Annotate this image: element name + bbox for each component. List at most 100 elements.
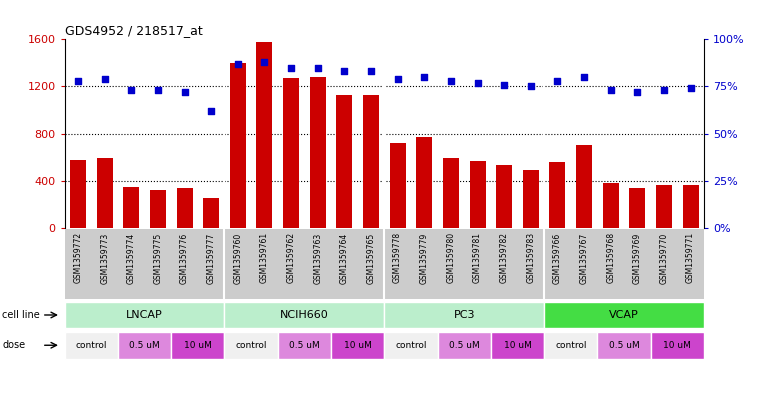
Bar xyxy=(656,185,672,228)
Bar xyxy=(603,183,619,228)
Bar xyxy=(384,332,438,358)
Text: GSM1359775: GSM1359775 xyxy=(154,232,162,283)
Bar xyxy=(549,162,565,228)
Text: control: control xyxy=(555,341,587,350)
Point xyxy=(338,68,350,75)
Point xyxy=(419,74,431,80)
Text: PC3: PC3 xyxy=(454,310,475,320)
Bar xyxy=(283,78,299,228)
Text: GSM1359763: GSM1359763 xyxy=(314,232,322,283)
Text: GSM1359771: GSM1359771 xyxy=(686,232,695,283)
Point xyxy=(604,87,616,94)
Text: 0.5 uM: 0.5 uM xyxy=(129,341,160,350)
Point xyxy=(444,78,457,84)
Point xyxy=(631,89,643,95)
Text: GSM1359766: GSM1359766 xyxy=(553,232,562,283)
Text: GSM1359776: GSM1359776 xyxy=(180,232,189,283)
Bar xyxy=(683,185,699,228)
Text: 10 uM: 10 uM xyxy=(664,341,691,350)
Point xyxy=(498,81,510,88)
Bar xyxy=(523,170,539,228)
Bar xyxy=(416,137,432,228)
Text: GSM1359780: GSM1359780 xyxy=(447,232,455,283)
Bar xyxy=(390,143,406,228)
Text: 0.5 uM: 0.5 uM xyxy=(449,341,479,350)
Bar xyxy=(224,332,278,358)
Bar xyxy=(97,158,113,228)
Text: 0.5 uM: 0.5 uM xyxy=(289,341,320,350)
Bar xyxy=(310,77,326,228)
Text: GSM1359772: GSM1359772 xyxy=(74,232,82,283)
Text: GSM1359768: GSM1359768 xyxy=(607,232,615,283)
Bar xyxy=(470,161,486,228)
Point xyxy=(178,89,190,95)
Text: 10 uM: 10 uM xyxy=(184,341,212,350)
Bar xyxy=(230,63,246,228)
Bar xyxy=(177,188,193,228)
Bar xyxy=(150,190,166,228)
Text: GSM1359762: GSM1359762 xyxy=(287,232,295,283)
Text: GSM1359761: GSM1359761 xyxy=(260,232,269,283)
Point xyxy=(205,108,218,114)
Bar xyxy=(256,42,272,228)
Text: dose: dose xyxy=(2,340,25,350)
Bar xyxy=(171,332,224,358)
Text: GSM1359779: GSM1359779 xyxy=(420,232,428,283)
Bar xyxy=(384,302,544,328)
Text: cell line: cell line xyxy=(2,310,40,320)
Bar xyxy=(443,158,459,228)
Text: 10 uM: 10 uM xyxy=(504,341,531,350)
Point xyxy=(471,79,484,86)
Bar xyxy=(576,145,592,228)
Bar xyxy=(336,95,352,228)
Point xyxy=(578,74,590,80)
Bar xyxy=(224,302,384,328)
Text: GSM1359769: GSM1359769 xyxy=(633,232,642,283)
Text: GSM1359765: GSM1359765 xyxy=(367,232,375,283)
Text: GSM1359777: GSM1359777 xyxy=(207,232,215,283)
Text: control: control xyxy=(395,341,427,350)
Text: VCAP: VCAP xyxy=(609,310,639,320)
Text: GSM1359782: GSM1359782 xyxy=(500,232,508,283)
Point xyxy=(151,87,164,94)
Point xyxy=(125,87,137,94)
Bar xyxy=(65,302,224,328)
Text: GSM1359773: GSM1359773 xyxy=(100,232,109,283)
Bar xyxy=(331,332,384,358)
Point xyxy=(258,59,271,65)
Bar xyxy=(544,302,704,328)
Text: NCIH660: NCIH660 xyxy=(280,310,329,320)
Point xyxy=(312,64,324,71)
Text: GSM1359781: GSM1359781 xyxy=(473,232,482,283)
Bar xyxy=(118,332,171,358)
Text: GSM1359774: GSM1359774 xyxy=(127,232,135,283)
Text: GSM1359760: GSM1359760 xyxy=(234,232,242,283)
Bar xyxy=(651,332,704,358)
Point xyxy=(684,85,696,92)
Point xyxy=(98,76,111,82)
Text: 0.5 uM: 0.5 uM xyxy=(609,341,639,350)
Text: GSM1359764: GSM1359764 xyxy=(340,232,349,283)
Point xyxy=(551,78,563,84)
Point xyxy=(391,76,403,82)
Point xyxy=(658,87,670,94)
Bar xyxy=(65,332,118,358)
Text: control: control xyxy=(75,341,107,350)
Bar xyxy=(597,332,651,358)
Bar xyxy=(544,332,597,358)
Point xyxy=(365,68,377,75)
Bar xyxy=(491,332,544,358)
Bar xyxy=(70,160,86,228)
Text: GSM1359778: GSM1359778 xyxy=(393,232,402,283)
Bar xyxy=(629,188,645,228)
Point xyxy=(524,83,537,90)
Text: GSM1359767: GSM1359767 xyxy=(580,232,588,283)
Bar xyxy=(123,187,139,228)
Bar xyxy=(363,95,379,228)
Text: GSM1359770: GSM1359770 xyxy=(660,232,668,283)
Text: LNCAP: LNCAP xyxy=(126,310,163,320)
Text: control: control xyxy=(235,341,267,350)
Point xyxy=(285,64,297,71)
Point xyxy=(231,61,244,67)
Bar xyxy=(496,165,512,228)
